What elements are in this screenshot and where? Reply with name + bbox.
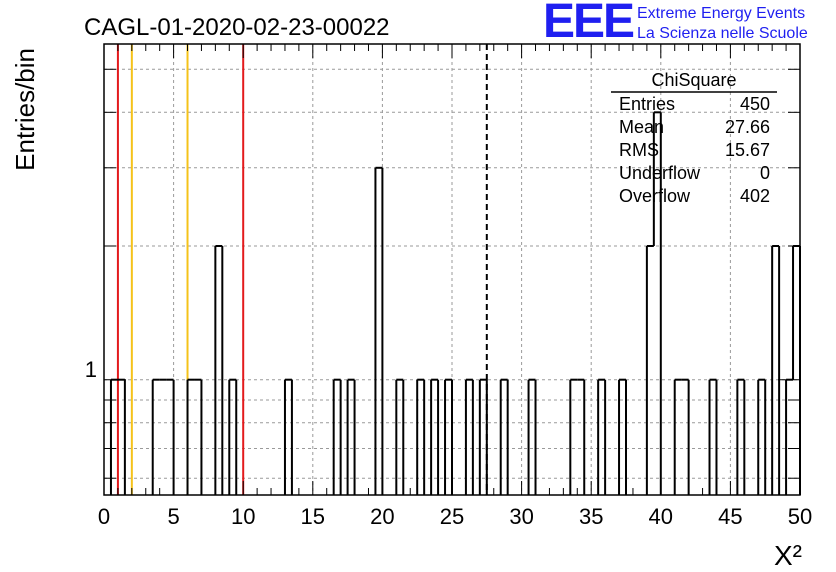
eee-logo: EEE bbox=[543, 0, 635, 48]
stats-row-label: Underflow bbox=[619, 163, 701, 183]
x-tick-label: 5 bbox=[167, 504, 179, 529]
stats-row-label: RMS bbox=[619, 140, 659, 160]
stats-row-value: 402 bbox=[740, 186, 770, 206]
histogram-bars bbox=[109, 111, 801, 495]
logo-line-2: La Scienza nelle Scuole bbox=[637, 25, 808, 42]
x-tick-label: 30 bbox=[509, 504, 533, 529]
stats-row-value: 15.67 bbox=[725, 140, 770, 160]
stats-title: ChiSquare bbox=[651, 70, 736, 90]
x-tick-label: 35 bbox=[579, 504, 603, 529]
logo-line-1: Extreme Energy Events bbox=[637, 5, 806, 22]
y-tick-label: 1 bbox=[85, 357, 97, 382]
chart-title: CAGL-01-2020-02-23-00022 bbox=[84, 14, 390, 41]
x-tick-label: 15 bbox=[301, 504, 325, 529]
x-tick-label: 20 bbox=[370, 504, 394, 529]
stats-row-label: Overflow bbox=[619, 186, 691, 206]
stats-box: ChiSquare Entries 450 Mean 27.66 RMS 15.67 Und… bbox=[611, 70, 777, 206]
x-tick-label: 25 bbox=[440, 504, 464, 529]
x-tick-label: 45 bbox=[718, 504, 742, 529]
x-axis-label: X² bbox=[774, 540, 802, 571]
stats-row-value: 450 bbox=[740, 94, 770, 114]
stats-row-value: 0 bbox=[760, 163, 770, 183]
stats-row-label: Mean bbox=[619, 117, 664, 137]
x-tick-label: 40 bbox=[649, 504, 673, 529]
x-tick-label: 50 bbox=[788, 504, 812, 529]
x-tick-label: 10 bbox=[231, 504, 255, 529]
x-tick-label: 0 bbox=[98, 504, 110, 529]
stats-row-label: Entries bbox=[619, 94, 675, 114]
axis-ticks: 0 5 10 15 20 25 30 35 40 45 50 bbox=[98, 44, 812, 529]
stats-row-value: 27.66 bbox=[725, 117, 770, 137]
y-axis-label: Entries/bin bbox=[10, 48, 40, 171]
